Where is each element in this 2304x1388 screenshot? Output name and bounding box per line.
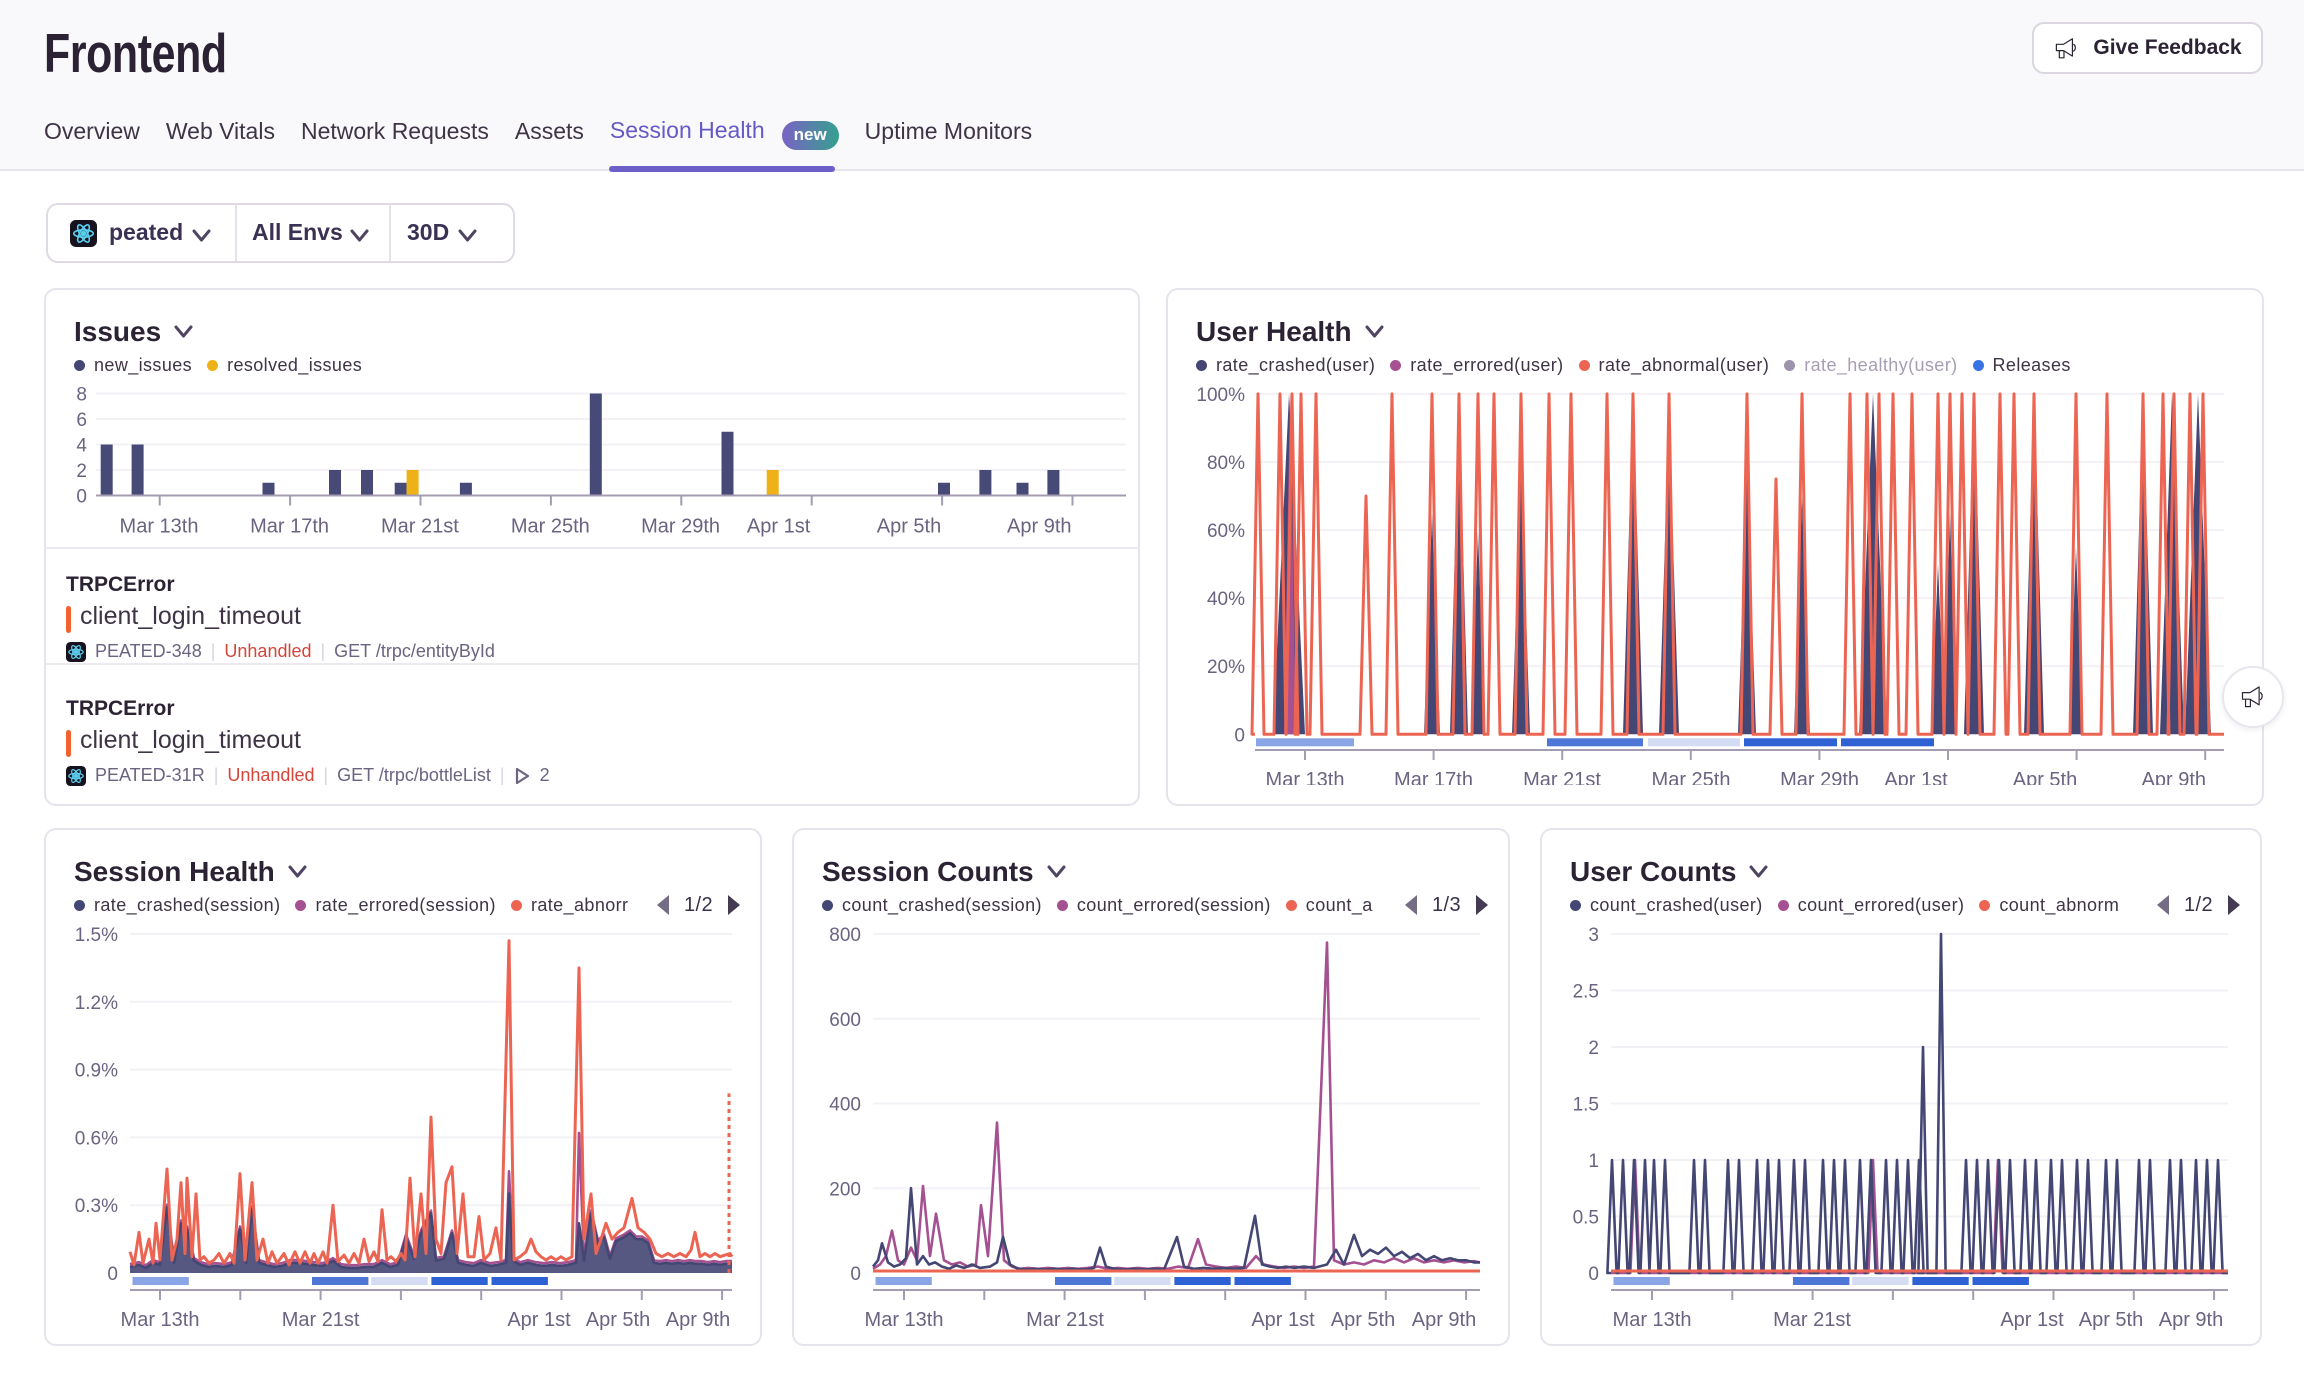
svg-text:0: 0	[850, 1264, 861, 1285]
svg-text:Mar 13th: Mar 13th	[1266, 769, 1345, 785]
svg-text:Mar 13th: Mar 13th	[121, 1309, 200, 1331]
svg-text:Apr 1st: Apr 1st	[747, 516, 811, 538]
svg-text:Apr 9th: Apr 9th	[2159, 1309, 2223, 1331]
svg-text:3: 3	[1588, 925, 1599, 946]
svg-text:Mar 17th: Mar 17th	[1394, 769, 1473, 785]
svg-text:1.2%: 1.2%	[75, 993, 118, 1014]
svg-text:Apr 5th: Apr 5th	[877, 516, 941, 538]
svg-text:Mar 17th: Mar 17th	[250, 516, 329, 538]
svg-text:Mar 29th: Mar 29th	[641, 516, 720, 538]
svg-text:Apr 1st: Apr 1st	[1251, 1309, 1315, 1331]
svg-text:0.6%: 0.6%	[75, 1128, 118, 1149]
svg-text:Mar 13th: Mar 13th	[1613, 1309, 1692, 1331]
svg-text:Mar 21st: Mar 21st	[381, 516, 459, 538]
svg-text:0.3%: 0.3%	[75, 1196, 118, 1217]
svg-text:100%: 100%	[1196, 385, 1245, 406]
svg-text:1: 1	[1588, 1151, 1599, 1172]
svg-text:60%: 60%	[1207, 521, 1245, 542]
svg-text:Mar 29th: Mar 29th	[1780, 769, 1859, 785]
svg-text:0: 0	[107, 1264, 118, 1285]
svg-text:Mar 13th: Mar 13th	[865, 1309, 944, 1331]
svg-text:1.5: 1.5	[1573, 1095, 1599, 1116]
svg-text:Apr 5th: Apr 5th	[2013, 769, 2077, 785]
svg-text:8: 8	[76, 385, 87, 406]
svg-text:Apr 5th: Apr 5th	[586, 1309, 650, 1331]
svg-text:Apr 5th: Apr 5th	[2079, 1309, 2143, 1331]
svg-text:0: 0	[1588, 1264, 1599, 1285]
svg-text:Mar 13th: Mar 13th	[120, 516, 199, 538]
svg-text:Apr 1st: Apr 1st	[2000, 1309, 2064, 1331]
svg-text:20%: 20%	[1207, 657, 1245, 678]
svg-text:80%: 80%	[1207, 453, 1245, 474]
svg-text:0: 0	[76, 487, 87, 508]
svg-text:Apr 9th: Apr 9th	[1412, 1309, 1476, 1331]
svg-text:Mar 21st: Mar 21st	[1773, 1309, 1851, 1331]
svg-text:600: 600	[829, 1010, 861, 1031]
svg-text:400: 400	[829, 1095, 861, 1116]
svg-text:0: 0	[1234, 725, 1245, 746]
svg-text:Apr 1st: Apr 1st	[507, 1309, 571, 1331]
svg-text:0.9%: 0.9%	[75, 1061, 118, 1082]
svg-text:200: 200	[829, 1179, 861, 1200]
svg-text:Apr 9th: Apr 9th	[666, 1309, 730, 1331]
svg-text:Apr 9th: Apr 9th	[2142, 769, 2206, 785]
svg-text:Mar 25th: Mar 25th	[511, 516, 590, 538]
svg-text:Mar 21st: Mar 21st	[1026, 1309, 1104, 1331]
svg-text:Apr 5th: Apr 5th	[1331, 1309, 1395, 1331]
svg-text:40%: 40%	[1207, 589, 1245, 610]
svg-text:4: 4	[76, 436, 87, 457]
svg-text:Apr 9th: Apr 9th	[1007, 516, 1071, 538]
svg-text:800: 800	[829, 925, 861, 946]
svg-text:0.5: 0.5	[1573, 1208, 1599, 1229]
svg-text:2: 2	[1588, 1038, 1599, 1059]
svg-text:Mar 25th: Mar 25th	[1652, 769, 1731, 785]
svg-text:Apr 1st: Apr 1st	[1884, 769, 1948, 785]
svg-text:6: 6	[76, 410, 87, 431]
svg-text:Mar 21st: Mar 21st	[1523, 769, 1601, 785]
svg-text:Mar 21st: Mar 21st	[282, 1309, 360, 1331]
svg-text:2: 2	[76, 461, 87, 482]
svg-text:1.5%: 1.5%	[75, 925, 118, 946]
svg-text:2.5: 2.5	[1573, 982, 1599, 1003]
